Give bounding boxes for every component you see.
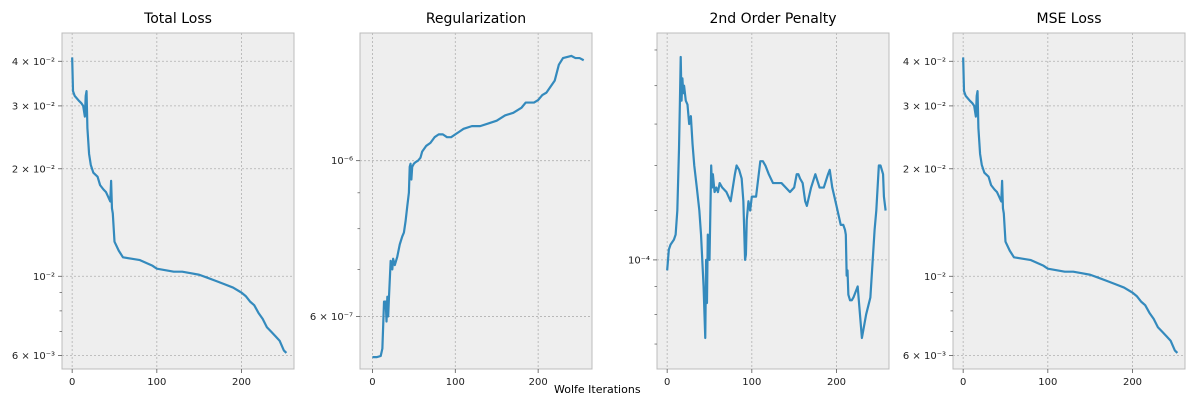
total-loss-y-tick-label: 10⁻²: [33, 272, 55, 283]
chart-second-order-penalty: 0 100 200 10⁻⁴ 2nd Order Penalty: [628, 11, 890, 388]
total-loss-axes-frame: [61, 32, 295, 370]
mse-loss-axes-frame: [952, 32, 1186, 370]
total-loss-series-line: [71, 57, 288, 354]
mse-loss-y-tick-label: 2 × 10⁻²: [903, 164, 946, 175]
chart-mse-loss: 0 100 200 4 × 10⁻² 3 × 10⁻² 2 × 10⁻² 10⁻² 6 × 1…: [903, 11, 1186, 388]
total-loss-plot-area: [62, 33, 294, 369]
mse-loss-series-line: [962, 57, 1179, 354]
total-loss-y-tick-label: 6 × 10⁻³: [12, 351, 55, 362]
total-loss-x-tick-label: 200: [232, 377, 251, 388]
mse-loss-plot-area: [953, 33, 1185, 369]
regularization-x-tick-label: 0: [369, 377, 375, 388]
second-order-penalty-axes-frame: [656, 32, 890, 370]
regularization-x-tick-label: 200: [529, 377, 548, 388]
second-order-penalty-y-tick-label: 10⁻⁴: [628, 255, 650, 266]
second-order-penalty-x-tick-label: 0: [664, 377, 670, 388]
mse-loss-x-tick-label: 200: [1123, 377, 1142, 388]
total-loss-y-tick-label: 3 × 10⁻²: [12, 101, 55, 112]
regularization-axes-frame: [359, 32, 593, 370]
mse-loss-y-tick-label: 10⁻²: [924, 272, 946, 283]
chart-total-loss: 0 100 200 4 × 10⁻² 3 × 10⁻² 2 × 10⁻² 10⁻² 6 × 1…: [12, 11, 295, 388]
figure-x-label: Wolfe Iterations: [554, 383, 641, 396]
second-order-penalty-plot-area: [657, 33, 889, 369]
regularization-y-tick-label: 10⁻⁶: [331, 156, 353, 167]
mse-loss-x-tick-label: 100: [1038, 377, 1057, 388]
mse-loss-y-tick-label: 3 × 10⁻²: [903, 101, 946, 112]
total-loss-y-tick-label: 2 × 10⁻²: [12, 164, 55, 175]
regularization-plot-area: [360, 33, 592, 369]
second-order-penalty-title: 2nd Order Penalty: [709, 11, 836, 27]
total-loss-y-tick-label: 4 × 10⁻²: [12, 57, 55, 68]
total-loss-x-tick-label: 100: [147, 377, 166, 388]
total-loss-x-tick-label: 0: [69, 377, 75, 388]
second-order-penalty-x-tick-label: 200: [827, 377, 846, 388]
total-loss-title: Total Loss: [143, 11, 212, 27]
mse-loss-y-tick-label: 4 × 10⁻²: [903, 57, 946, 68]
chart-regularization: 0 100 200 10⁻⁶ 6 × 10⁻⁷ Regularization: [310, 11, 593, 388]
second-order-penalty-x-tick-label: 100: [742, 377, 761, 388]
regularization-x-tick-label: 100: [446, 377, 465, 388]
regularization-y-tick-label: 6 × 10⁻⁷: [310, 312, 353, 323]
regularization-title: Regularization: [426, 11, 526, 27]
mse-loss-y-tick-label: 6 × 10⁻³: [903, 351, 946, 362]
mse-loss-x-tick-label: 0: [960, 377, 966, 388]
second-order-penalty-series-line: [666, 55, 887, 340]
mse-loss-title: MSE Loss: [1037, 11, 1102, 27]
regularization-series-line: [372, 54, 585, 359]
